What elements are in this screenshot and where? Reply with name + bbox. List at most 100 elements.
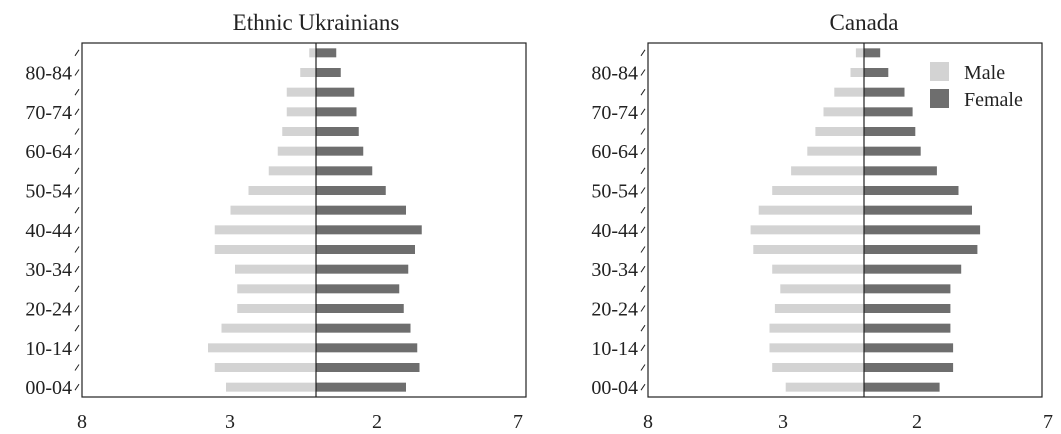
bar-female-25-29 (864, 284, 951, 294)
bar-male-45-49 (230, 205, 316, 215)
bar-male-50-54 (248, 186, 316, 195)
y-tick-mark (640, 265, 646, 273)
legend-label-male: Male (964, 62, 1005, 84)
x-tick-label: 8 (643, 411, 653, 433)
y-tick-label: 30-34 (591, 259, 638, 281)
bar-female-75-79 (864, 87, 905, 97)
bar-female-65-69 (864, 127, 916, 136)
y-tick-label: 10-14 (591, 338, 638, 360)
bar-male-45-49 (758, 205, 864, 215)
bar-male-35-39 (214, 245, 316, 254)
y-tick-label: 30-34 (25, 259, 72, 281)
y-tick-mark (74, 108, 80, 116)
y-tick-label: 50-54 (591, 181, 638, 203)
x-tick-label: 2 (912, 411, 922, 433)
bar-male-75-79 (286, 87, 316, 97)
y-tick-mark (74, 285, 80, 293)
plot-frame (81, 42, 527, 398)
y-tick-mark (74, 383, 80, 391)
bar-female-35-39 (316, 245, 415, 254)
y-tick-label: 10-14 (25, 338, 72, 360)
bar-female-15-19 (864, 323, 951, 333)
bar-male-70-74 (823, 107, 864, 117)
y-tick-mark (640, 344, 646, 352)
y-tick-mark (640, 108, 646, 116)
bar-female-85+ (864, 48, 881, 58)
y-tick-mark (640, 167, 646, 175)
bar-male-65-69 (815, 127, 864, 136)
y-tick-mark (74, 305, 80, 312)
y-tick-mark (640, 364, 646, 371)
y-tick-mark (640, 187, 646, 194)
y-tick-label: 80-84 (591, 63, 638, 85)
bar-male-25-29 (237, 284, 316, 294)
y-tick-mark (640, 69, 646, 76)
y-tick-label: 20-24 (25, 299, 72, 321)
bar-female-10-14 (864, 343, 954, 353)
y-tick-mark (640, 88, 646, 96)
x-tick-label: 3 (225, 411, 235, 433)
bar-female-45-49 (864, 205, 972, 215)
bar-female-60-64 (316, 146, 364, 156)
bar-female-85+ (316, 48, 337, 58)
x-tick-label: 8 (77, 411, 87, 433)
bar-male-70-74 (286, 107, 316, 117)
bar-female-25-29 (316, 284, 400, 294)
y-tick-mark (74, 324, 80, 332)
y-tick-label: 00-04 (591, 377, 638, 399)
y-tick-mark (74, 128, 80, 135)
y-tick-mark (74, 265, 80, 273)
y-tick-mark (640, 285, 646, 293)
x-tick-label: 7 (1043, 411, 1053, 433)
y-tick-label: 60-64 (591, 141, 638, 163)
bar-female-05-09 (864, 363, 954, 372)
bar-male-85+ (309, 48, 316, 58)
x-tick-label: 3 (778, 411, 788, 433)
y-tick-label: 60-64 (25, 141, 72, 163)
bar-female-40-44 (864, 225, 981, 235)
bar-female-00-04 (864, 382, 940, 392)
bar-male-10-14 (769, 343, 864, 353)
y-tick-mark (74, 206, 80, 214)
y-tick-mark (640, 246, 646, 253)
y-tick-mark (74, 344, 80, 352)
x-tick-label: 2 (372, 411, 382, 433)
bar-male-40-44 (214, 225, 316, 235)
y-tick-mark (640, 147, 646, 155)
bar-male-15-19 (769, 323, 864, 333)
bar-male-30-34 (235, 264, 316, 274)
x-tick-label: 7 (513, 411, 523, 433)
bar-male-65-69 (282, 127, 316, 136)
bar-female-10-14 (316, 343, 418, 353)
bar-male-25-29 (780, 284, 864, 294)
bar-female-55-59 (316, 166, 373, 176)
chart-title: Ethnic Ukrainians (233, 10, 400, 35)
y-tick-mark (74, 226, 80, 234)
bar-male-60-64 (807, 146, 864, 156)
bar-female-80-84 (316, 68, 341, 77)
legend-label-female: Female (964, 89, 1023, 111)
y-tick-mark (640, 305, 646, 312)
y-tick-mark (640, 206, 646, 214)
bar-female-70-74 (316, 107, 357, 117)
bar-female-50-54 (316, 186, 386, 195)
bar-female-40-44 (316, 225, 422, 235)
bar-male-00-04 (226, 382, 316, 392)
bar-male-55-59 (791, 166, 864, 176)
bar-male-80-84 (300, 68, 316, 77)
bar-female-65-69 (316, 127, 359, 136)
legend: Male Female (930, 62, 1023, 111)
y-tick-mark (640, 49, 646, 57)
chart-panel-1: Ethnic Ukrainians 00-04 10-14 20-24 30-34 40-… (25, 10, 527, 433)
bar-male-85+ (855, 48, 864, 58)
y-tick-mark (74, 69, 80, 76)
bar-male-75-79 (834, 87, 864, 97)
y-tick-mark (74, 187, 80, 194)
chart-panel-2: Canada 00-04 10-14 20-24 30-34 40-44 50-54 60-6… (591, 10, 1053, 433)
legend-swatch-female (930, 89, 949, 108)
bar-male-10-14 (208, 343, 316, 353)
bar-male-00-04 (785, 382, 864, 392)
y-tick-mark (74, 246, 80, 253)
plot-frame (647, 42, 1043, 398)
